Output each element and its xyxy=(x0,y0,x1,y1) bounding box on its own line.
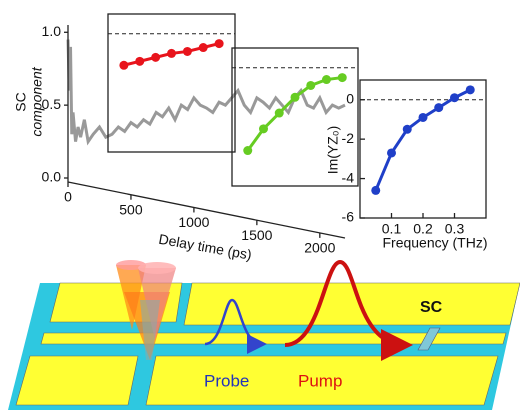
data-point xyxy=(151,52,161,62)
sc-element xyxy=(417,327,441,351)
data-point xyxy=(119,60,129,70)
x-axis xyxy=(67,181,346,239)
x-tick-label: 500 xyxy=(119,201,143,217)
y-tick-label: 0.5 xyxy=(42,96,62,112)
electrode xyxy=(183,282,520,326)
probe-pulse xyxy=(204,298,267,354)
panel-frame xyxy=(231,47,359,187)
data-point xyxy=(135,56,145,66)
beam-cone xyxy=(138,262,176,274)
data-point xyxy=(450,93,459,103)
data-point xyxy=(337,73,347,83)
x-axis-label: Frequency (THz) xyxy=(382,235,487,251)
data-point xyxy=(167,48,176,58)
data-point xyxy=(402,124,412,134)
data-point xyxy=(434,103,444,113)
electrode xyxy=(15,355,139,406)
data-point xyxy=(371,185,381,195)
data-point xyxy=(243,146,253,156)
data-point xyxy=(387,148,396,158)
data-point xyxy=(322,75,331,85)
x-tick-label: 0.2 xyxy=(413,221,433,237)
data-point xyxy=(214,39,224,49)
panel-frame xyxy=(359,79,487,219)
data-line xyxy=(374,88,471,191)
sc-label: SC xyxy=(420,299,443,316)
x-tick-label: 0.1 xyxy=(382,221,402,237)
data-point xyxy=(306,80,316,90)
y-tick-label: -4 xyxy=(342,169,355,185)
y-tick-label: -6 xyxy=(342,209,355,225)
x-axis-label: Delay time (ps) xyxy=(157,231,252,263)
data-point xyxy=(274,108,284,118)
data-point xyxy=(290,92,300,102)
data-point xyxy=(465,85,475,95)
beam-cone xyxy=(140,300,160,360)
y-axis-label: Im(YZ₀) xyxy=(325,126,341,175)
x-tick-label: 1500 xyxy=(241,227,272,243)
y-tick-label: 0.0 xyxy=(42,169,62,185)
y-axis-label: SC xyxy=(13,92,29,111)
pump-label: Pump xyxy=(298,371,342,390)
data-point xyxy=(259,124,268,134)
x-tick-label: 2000 xyxy=(304,240,335,256)
y-tick-label: 1.0 xyxy=(42,23,62,39)
y-axis-label: component xyxy=(29,66,45,136)
x-tick-label: 0 xyxy=(64,189,72,205)
pump-pulse xyxy=(284,259,413,361)
y-tick-label: -2 xyxy=(342,130,355,146)
probe-label: Probe xyxy=(204,371,249,390)
schematic: Probe Pump SC xyxy=(8,259,520,410)
data-line xyxy=(66,39,346,146)
panel-frame xyxy=(107,13,236,153)
data-point xyxy=(418,112,428,122)
data-point xyxy=(182,46,192,56)
data-point xyxy=(198,43,208,53)
x-tick-label: 0.3 xyxy=(445,221,465,237)
x-tick-label: 1000 xyxy=(178,214,209,230)
y-tick-label: 0 xyxy=(346,90,354,106)
